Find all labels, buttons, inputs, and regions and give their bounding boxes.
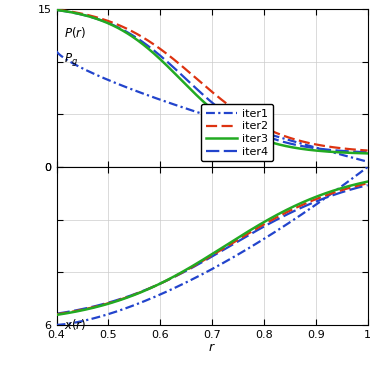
iter1 [365,160,370,164]
iter2 [279,132,283,137]
iter2 [280,133,285,138]
Line: iter1: iter1 [57,51,368,162]
iter4 [250,128,254,132]
iter1 [279,135,283,140]
iter3 [156,55,160,59]
iter3 [178,76,182,81]
iter2 [178,62,182,66]
iter1 [54,49,59,53]
iter1 [156,97,160,101]
iter1 [178,104,182,108]
iter3 [279,143,283,147]
Line: iter4: iter4 [57,10,368,152]
iter2 [365,148,370,153]
iter2 [156,45,160,49]
iter3 [54,8,59,12]
Text: $P_g$: $P_g$ [64,51,78,68]
iter4 [92,16,96,20]
iter3 [280,143,285,147]
iter3 [250,133,254,138]
iter2 [92,14,96,19]
Text: $x(r)$: $x(r)$ [64,317,87,332]
iter1 [250,127,254,131]
Line: iter2: iter2 [57,9,368,150]
iter4 [279,139,283,143]
iter4 [280,139,285,144]
iter4 [156,51,160,56]
iter4 [365,150,370,154]
Text: $P(r)$: $P(r)$ [64,25,86,40]
iter4 [54,8,59,12]
X-axis label: $r$: $r$ [208,341,216,354]
iter4 [178,71,182,75]
Line: iter3: iter3 [57,10,368,153]
Legend: iter1, iter2, iter3, iter4: iter1, iter2, iter3, iter4 [201,104,273,161]
iter2 [250,119,254,123]
iter3 [365,151,370,155]
iter2 [54,7,59,12]
iter1 [280,136,285,141]
iter1 [92,72,96,76]
iter3 [92,16,96,20]
